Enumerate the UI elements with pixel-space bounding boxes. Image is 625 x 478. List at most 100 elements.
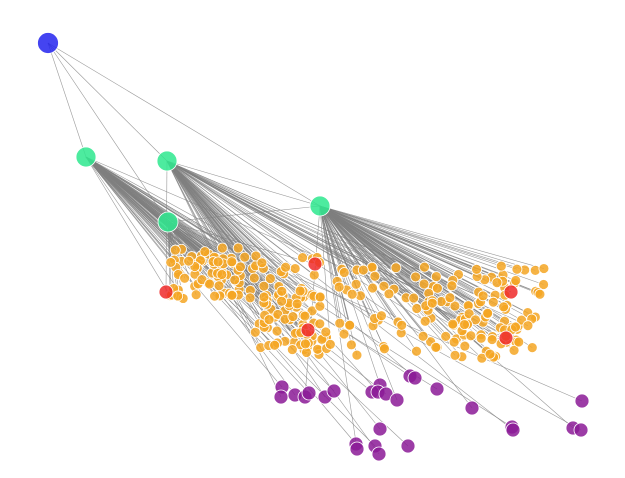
orange-node — [449, 349, 461, 361]
orange-node — [432, 282, 443, 294]
orange-node — [320, 326, 332, 338]
nodes — [37, 32, 590, 462]
orange-node — [419, 261, 430, 273]
orange-node — [299, 310, 311, 322]
orange-node — [510, 275, 522, 286]
edge — [319, 205, 522, 321]
orange-node — [522, 320, 534, 332]
orange-node — [229, 274, 241, 286]
orange-node — [446, 280, 458, 292]
orange-node — [169, 244, 181, 256]
edge — [167, 221, 335, 392]
orange-node — [410, 271, 422, 283]
orange-node — [534, 288, 546, 300]
orange-node — [426, 297, 438, 309]
orange-node — [289, 263, 301, 274]
edge — [166, 160, 529, 326]
green-node — [156, 150, 178, 172]
orange-node — [526, 342, 538, 354]
orange-node — [498, 301, 510, 313]
orange-node — [448, 336, 460, 348]
orange-node — [256, 257, 268, 269]
orange-node — [314, 300, 326, 312]
orange-node — [333, 281, 345, 293]
red-node — [300, 322, 316, 338]
edge — [166, 160, 320, 263]
orange-node — [538, 263, 550, 274]
orange-node — [459, 340, 471, 352]
orange-node — [226, 289, 238, 301]
orange-node — [232, 242, 244, 254]
orange-node — [286, 344, 298, 355]
orange-node — [513, 336, 525, 348]
edge — [319, 205, 516, 281]
edge — [319, 205, 502, 267]
orange-node — [511, 263, 523, 275]
orange-node — [249, 326, 261, 338]
purple-node — [389, 392, 405, 408]
edge — [167, 221, 316, 265]
edge — [166, 160, 456, 307]
orange-node — [300, 338, 311, 350]
edge — [166, 160, 298, 333]
edge — [166, 160, 433, 304]
orange-node — [440, 330, 452, 342]
edge — [319, 205, 574, 429]
edge — [319, 205, 341, 324]
orange-node — [379, 343, 390, 355]
purple-node — [349, 441, 365, 457]
edge — [47, 42, 321, 207]
orange-node — [291, 298, 303, 310]
edge — [85, 156, 177, 268]
orange-node — [314, 318, 326, 330]
edge — [167, 221, 174, 289]
orange-node — [276, 285, 288, 297]
edge — [304, 205, 321, 398]
edge — [319, 205, 512, 330]
edge — [319, 205, 397, 268]
orange-node — [510, 321, 521, 333]
edge — [319, 205, 398, 401]
orange-node — [280, 261, 292, 273]
purple-node — [464, 400, 480, 416]
orange-node — [276, 295, 288, 307]
orange-node — [190, 289, 202, 301]
orange-node — [538, 279, 549, 290]
orange-node — [271, 325, 283, 337]
edge — [319, 205, 375, 319]
orange-node — [459, 319, 470, 330]
orange-node — [334, 317, 346, 329]
edge — [319, 205, 350, 326]
edge — [166, 160, 514, 431]
orange-node — [216, 242, 228, 254]
edge — [47, 42, 169, 223]
orange-node — [226, 256, 238, 268]
orange-node — [475, 332, 487, 344]
orange-node — [491, 277, 503, 289]
purple-node — [372, 421, 388, 437]
edge — [166, 160, 286, 268]
orange-node — [376, 310, 387, 322]
purple-node — [371, 446, 387, 462]
orange-node — [408, 292, 420, 304]
edge — [85, 156, 179, 291]
orange-node — [482, 307, 494, 319]
orange-node — [312, 343, 324, 355]
orange-node — [324, 338, 336, 350]
orange-node — [378, 280, 390, 292]
edge — [166, 160, 321, 207]
edge — [166, 160, 326, 398]
orange-node — [396, 319, 408, 331]
orange-node — [430, 271, 442, 282]
orange-node — [357, 264, 369, 276]
edge — [319, 205, 544, 269]
orange-node — [411, 345, 422, 357]
edge — [167, 221, 438, 390]
orange-node — [297, 252, 308, 264]
edge — [166, 160, 318, 258]
orange-node — [444, 292, 456, 304]
edge — [166, 160, 260, 324]
edge — [47, 42, 168, 162]
purple-node — [407, 370, 423, 386]
red-node — [498, 330, 514, 346]
